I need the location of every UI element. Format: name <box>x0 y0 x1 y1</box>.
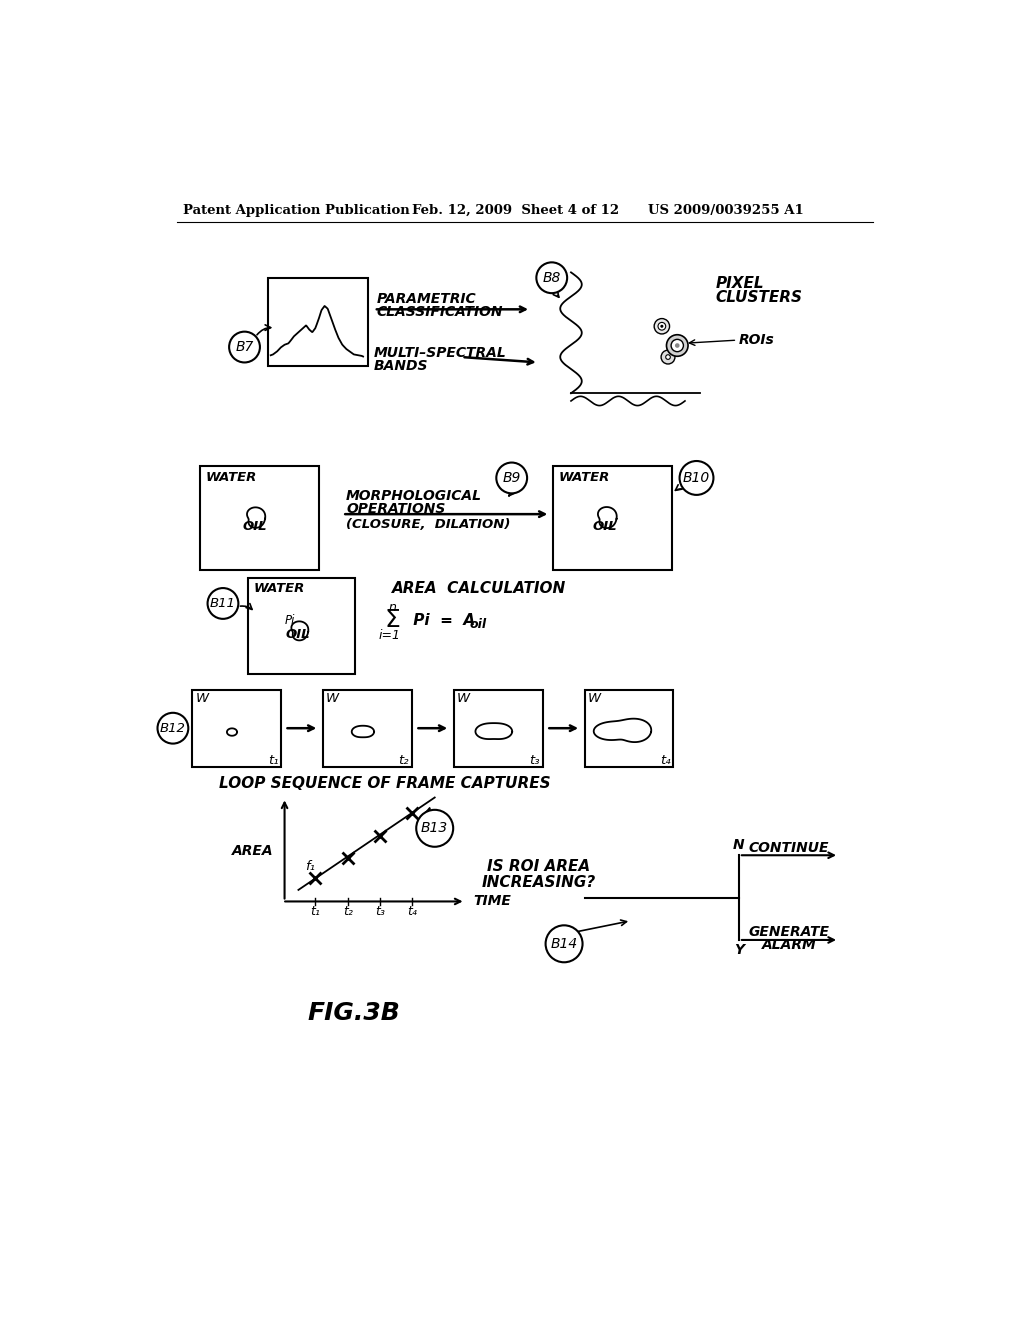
Text: B12: B12 <box>160 722 185 735</box>
Circle shape <box>658 322 666 330</box>
Text: WATER: WATER <box>254 582 305 594</box>
Text: B10: B10 <box>683 471 710 484</box>
Circle shape <box>158 713 188 743</box>
Text: B11: B11 <box>210 597 236 610</box>
Text: (CLOSURE,  DILATION): (CLOSURE, DILATION) <box>346 517 511 531</box>
Text: W: W <box>457 693 470 705</box>
Text: t₃: t₃ <box>375 906 385 917</box>
Text: Patent Application Publication: Patent Application Publication <box>183 205 410 218</box>
Circle shape <box>667 335 688 356</box>
Circle shape <box>537 263 567 293</box>
Text: t₂: t₂ <box>343 906 352 917</box>
Text: TIME: TIME <box>473 895 511 908</box>
Text: B14: B14 <box>551 937 578 950</box>
Text: MORPHOLOGICAL: MORPHOLOGICAL <box>346 488 482 503</box>
Text: W: W <box>196 693 208 705</box>
Text: OIL: OIL <box>243 520 267 533</box>
Text: GENERATE: GENERATE <box>749 925 829 940</box>
Text: OIL: OIL <box>286 628 310 640</box>
Text: BANDS: BANDS <box>374 359 428 374</box>
Text: PIXEL: PIXEL <box>716 276 764 290</box>
Text: WATER: WATER <box>559 471 610 484</box>
Text: i=1: i=1 <box>379 630 401 643</box>
FancyBboxPatch shape <box>267 277 368 367</box>
Text: CLUSTERS: CLUSTERS <box>716 289 803 305</box>
Circle shape <box>659 323 665 329</box>
Text: B7: B7 <box>236 341 254 354</box>
FancyBboxPatch shape <box>248 578 355 675</box>
Text: f₁: f₁ <box>305 861 315 874</box>
Text: US 2009/0039255 A1: US 2009/0039255 A1 <box>648 205 804 218</box>
Text: N: N <box>733 838 744 853</box>
Text: MULTI–SPECTRAL: MULTI–SPECTRAL <box>374 346 507 360</box>
Text: Feb. 12, 2009  Sheet 4 of 12: Feb. 12, 2009 Sheet 4 of 12 <box>412 205 618 218</box>
Text: t₄: t₄ <box>660 754 671 767</box>
Circle shape <box>675 343 680 348</box>
Circle shape <box>497 462 527 494</box>
Text: W: W <box>326 693 339 705</box>
Text: PARAMETRIC: PARAMETRIC <box>377 292 476 306</box>
Text: ROIs: ROIs <box>739 333 774 347</box>
Text: FIG.3B: FIG.3B <box>307 1001 400 1026</box>
Text: Σ: Σ <box>384 609 400 632</box>
Circle shape <box>668 337 686 355</box>
FancyBboxPatch shape <box>323 689 412 767</box>
Circle shape <box>654 318 670 334</box>
Text: B8: B8 <box>543 271 561 285</box>
Circle shape <box>674 342 680 348</box>
Text: n: n <box>388 601 396 614</box>
Text: t₁: t₁ <box>310 906 321 917</box>
Text: OPERATIONS: OPERATIONS <box>346 502 445 516</box>
Text: Y: Y <box>734 942 743 957</box>
FancyBboxPatch shape <box>585 689 674 767</box>
Text: Pi  =  A: Pi = A <box>408 612 475 628</box>
FancyBboxPatch shape <box>454 689 543 767</box>
Text: W: W <box>588 693 601 705</box>
Text: CLASSIFICATION: CLASSIFICATION <box>377 305 504 319</box>
Circle shape <box>208 589 239 619</box>
FancyBboxPatch shape <box>200 466 319 570</box>
Text: ALARM: ALARM <box>762 939 816 952</box>
Text: B9: B9 <box>503 471 521 484</box>
Text: oil: oil <box>469 618 486 631</box>
Text: LOOP SEQUENCE OF FRAME CAPTURES: LOOP SEQUENCE OF FRAME CAPTURES <box>219 776 551 791</box>
Circle shape <box>680 461 714 495</box>
Text: AREA  CALCULATION: AREA CALCULATION <box>392 581 566 595</box>
Text: IS ROI AREA: IS ROI AREA <box>487 859 590 874</box>
Text: t₁: t₁ <box>267 754 279 767</box>
Text: WATER: WATER <box>206 471 257 484</box>
Text: t₄: t₄ <box>408 906 418 917</box>
Text: B13: B13 <box>421 821 449 836</box>
Text: AREA: AREA <box>231 845 273 858</box>
FancyBboxPatch shape <box>193 689 281 767</box>
Circle shape <box>671 339 683 351</box>
Text: t₃: t₃ <box>529 754 540 767</box>
Text: Pi: Pi <box>285 614 295 627</box>
Circle shape <box>655 321 668 333</box>
Text: INCREASING?: INCREASING? <box>481 875 596 890</box>
Text: CONTINUE: CONTINUE <box>749 841 829 854</box>
Circle shape <box>666 355 671 359</box>
Circle shape <box>662 350 675 364</box>
FancyBboxPatch shape <box>553 466 672 570</box>
Circle shape <box>416 810 454 847</box>
Circle shape <box>660 325 664 327</box>
Circle shape <box>229 331 260 363</box>
Text: OIL: OIL <box>593 520 617 533</box>
Circle shape <box>546 925 583 962</box>
Text: t₂: t₂ <box>398 754 410 767</box>
